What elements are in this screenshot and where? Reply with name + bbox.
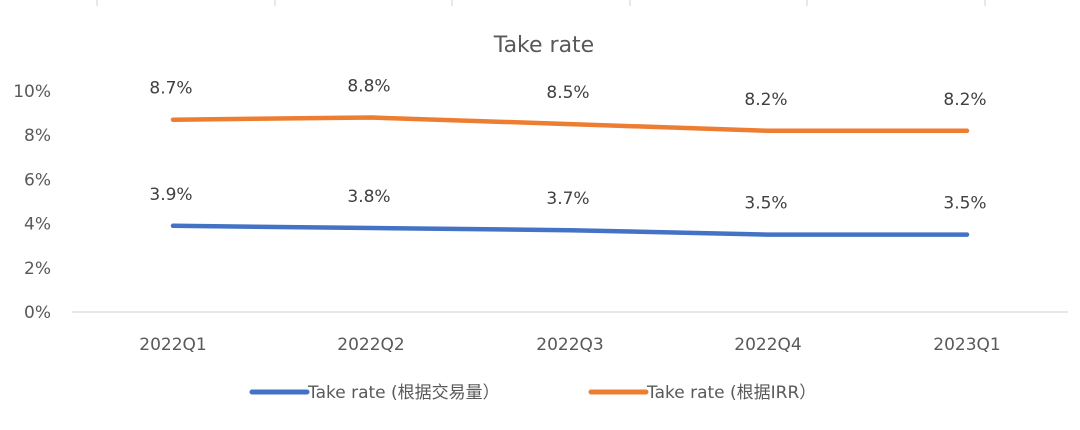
y-tick-label: 10% [13,82,51,102]
legend-item-irr[interactable]: Take rate (根据IRR） [588,383,816,403]
data-labels: 3.9% 3.8% 3.7% 3.5% 3.5% 8.7% 8.8% 8.5% 8.2% 8.2% [149,77,986,214]
y-tick-label: 6% [24,170,51,190]
data-label: 8.2% [943,90,986,110]
data-label: 8.5% [546,83,589,103]
spreadsheet-cell-borders [96,0,986,6]
data-label: 8.2% [744,90,787,110]
legend-label-volume: Take rate (根据交易量） [307,383,500,403]
legend-item-volume[interactable]: Take rate (根据交易量） [249,383,500,403]
data-label: 3.8% [347,187,390,207]
series-lines [170,115,970,237]
series-line-irr [170,115,970,134]
x-tick-label: 2022Q4 [734,335,801,355]
series-line-volume [170,223,970,237]
data-label: 3.7% [546,189,589,209]
x-tick-label: 2023Q1 [933,335,1000,355]
data-label: 8.8% [347,77,390,97]
x-axis-tick-labels: 2022Q1 2022Q2 2022Q3 2022Q4 2023Q1 [139,335,1000,355]
chart-title: Take rate [493,33,594,58]
y-tick-label: 0% [24,303,51,323]
data-label: 3.9% [149,185,192,205]
chart-legend: Take rate (根据交易量） Take rate (根据IRR） [249,383,816,403]
data-label: 3.5% [744,194,787,214]
x-tick-label: 2022Q2 [337,335,404,355]
y-tick-label: 4% [24,215,51,235]
x-tick-label: 2022Q3 [536,335,603,355]
y-axis-tick-labels: 0% 2% 4% 6% 8% 10% [13,82,51,323]
legend-label-irr: Take rate (根据IRR） [646,383,816,403]
data-label: 3.5% [943,194,986,214]
y-tick-label: 2% [24,259,51,279]
y-tick-label: 8% [24,126,51,146]
data-label: 8.7% [149,79,192,99]
x-tick-label: 2022Q1 [139,335,206,355]
